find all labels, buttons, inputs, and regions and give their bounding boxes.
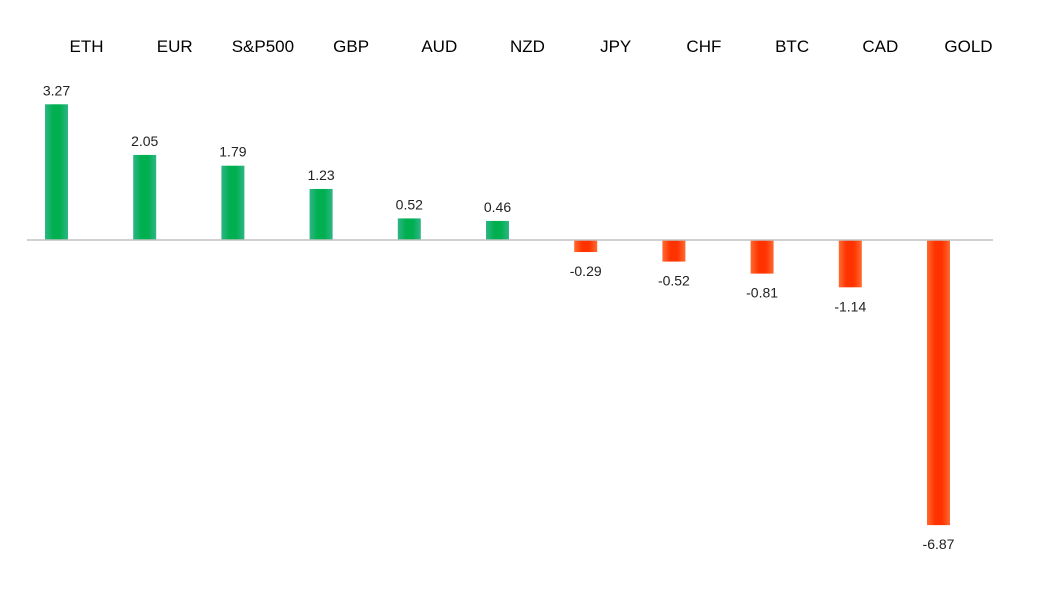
value-label-btc: -0.81 — [746, 285, 778, 301]
category-labels: ETH EUR S&P500 GBP AUD NZD JPY CHF BTC CAD GOLD — [70, 37, 993, 56]
bar-cad — [838, 240, 862, 288]
category-label-chf: CHF — [686, 37, 721, 56]
bar-chf — [662, 240, 686, 262]
category-label-gbp: GBP — [333, 37, 369, 56]
value-label-chf: -0.52 — [658, 273, 690, 289]
value-label-nzd: 0.46 — [484, 199, 511, 215]
value-label-gbp: 1.23 — [307, 167, 334, 183]
value-label-jpy: -0.29 — [570, 263, 602, 279]
value-label-cad: -1.14 — [834, 298, 866, 314]
category-label-cad: CAD — [862, 37, 898, 56]
category-label-jpy: JPY — [600, 37, 631, 56]
category-label-btc: BTC — [775, 37, 809, 56]
category-label-gold: GOLD — [944, 37, 992, 56]
category-label-sp500: S&P500 — [232, 37, 294, 56]
value-label-sp500: 1.79 — [219, 144, 246, 160]
bar-gbp — [309, 188, 333, 240]
bar-jpy — [574, 240, 598, 253]
value-label-eur: 2.05 — [131, 133, 158, 149]
category-label-eth: ETH — [70, 37, 104, 56]
category-label-eur: EUR — [157, 37, 193, 56]
value-label-eth: 3.27 — [43, 82, 70, 98]
bar-eth — [45, 104, 68, 240]
bar-sp500 — [221, 165, 245, 240]
value-label-aud: 0.52 — [396, 196, 423, 212]
value-labels: 3.27 2.05 1.79 1.23 0.52 0.46 -0.29 -0.52 -0.81 -… — [43, 82, 955, 552]
bar-btc — [750, 240, 774, 274]
bar-eur — [133, 154, 157, 240]
bar-nzd — [486, 220, 509, 240]
value-label-gold: -6.87 — [923, 536, 955, 552]
bars — [45, 104, 950, 526]
bar-aud — [397, 218, 421, 240]
bar-gold — [927, 240, 950, 526]
category-label-nzd: NZD — [510, 37, 545, 56]
category-label-aud: AUD — [421, 37, 457, 56]
